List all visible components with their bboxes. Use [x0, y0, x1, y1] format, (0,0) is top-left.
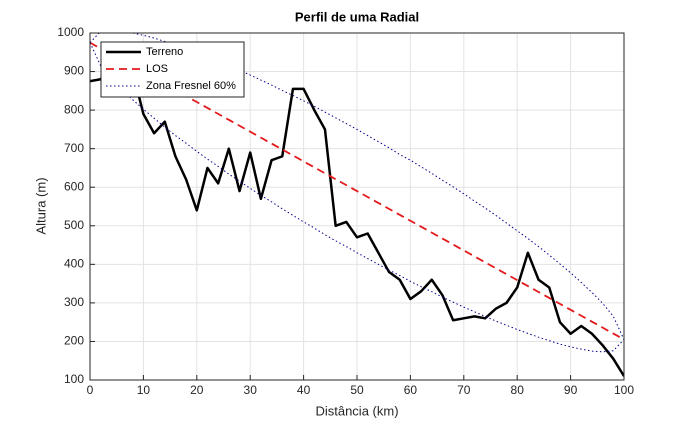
- y-axis-label: Altura (m): [33, 177, 48, 234]
- line-upper: [90, 33, 624, 340]
- x-tick-label: 0: [87, 383, 94, 397]
- line-values: [90, 41, 624, 341]
- marks: [90, 33, 624, 377]
- y-tick-label: 400: [64, 257, 84, 271]
- y-tick-label: 700: [64, 141, 84, 155]
- x-tick-label: 40: [297, 383, 311, 397]
- grid: [89, 32, 625, 381]
- y-tick-label: 600: [64, 179, 84, 193]
- x-axis-label: Distância (km): [315, 403, 398, 418]
- x-tick-label: 100: [614, 383, 634, 397]
- line-values: [90, 52, 624, 377]
- y-tick-label: 900: [64, 64, 84, 78]
- legend: Terreno LOS Zona Fresnel 60%: [100, 41, 245, 98]
- legend-label: Zona Fresnel 60%: [146, 80, 236, 92]
- legend-label: LOS: [146, 63, 168, 75]
- y-tick-label: 100: [64, 372, 84, 386]
- y-tick-label: 800: [64, 102, 84, 116]
- x-tick-label: 30: [244, 383, 258, 397]
- y-tick-label: 1000: [57, 25, 84, 39]
- x-tick-label: 50: [350, 383, 364, 397]
- x-tick-label: 10: [137, 383, 151, 397]
- x-tick-label: 90: [564, 383, 578, 397]
- legend-label: Terreno: [146, 46, 183, 58]
- y-tick-label: 200: [64, 334, 84, 348]
- y-tick-label: 500: [64, 218, 84, 232]
- y-tick-label: 300: [64, 295, 84, 309]
- x-tick-label: 70: [457, 383, 471, 397]
- x-tick-label: 60: [404, 383, 418, 397]
- chart-title: Perfil de uma Radial: [295, 9, 419, 24]
- x-tick-label: 80: [511, 383, 525, 397]
- line-lower: [90, 42, 624, 353]
- x-tick-label: 20: [190, 383, 204, 397]
